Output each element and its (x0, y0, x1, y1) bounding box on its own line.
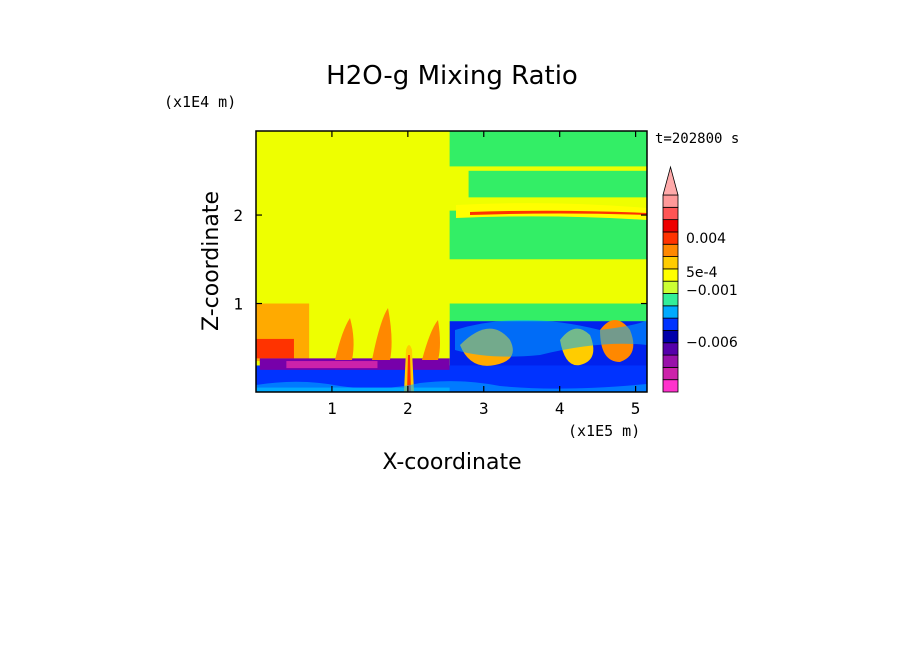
plume-red-2 (372, 308, 392, 360)
x-axis-label: X-coordinate (382, 450, 521, 475)
colorbar-label-3: −0.006 (686, 335, 738, 351)
x-tick-label-4: 4 (555, 399, 565, 418)
colorbar-bin-11 (662, 243, 679, 257)
colorbar-label-2: −0.001 (686, 283, 738, 299)
time-label: t=202800 s (655, 131, 739, 147)
x-unit-label: (x1E5 m) (568, 422, 640, 440)
x-tick-label-5: 5 (631, 399, 641, 418)
y-axis-ticks: 12 (233, 206, 647, 314)
contour-region-0 (256, 131, 450, 304)
colorbar-bin-5 (662, 317, 679, 331)
colorbar-bin-1 (662, 366, 679, 381)
x-tick-label-3: 3 (479, 399, 489, 418)
chart-title: H2O-g Mixing Ratio (326, 61, 578, 91)
colorbar-bin-14 (662, 206, 679, 221)
y-axis-label: Z-coordinate (199, 191, 224, 331)
y-tick-label-2: 2 (233, 206, 243, 225)
y-unit-label: (x1E4 m) (164, 93, 236, 111)
colorbar-bin-2 (662, 354, 679, 368)
colorbar-bin-9 (662, 268, 679, 282)
x-axis-ticks: 1 2 3 4 5 (327, 131, 640, 418)
colorbar-bin-10 (662, 256, 679, 270)
wave-cyan (455, 320, 647, 357)
colorbar-label-0: 0.004 (686, 231, 726, 247)
plume-red-1 (335, 318, 354, 360)
colorbar-bin-3 (662, 342, 679, 356)
colorbar-bin-13 (662, 219, 679, 233)
plot-area (256, 131, 647, 392)
colorbar-bin-15 (662, 194, 679, 208)
plot-frame (255, 130, 648, 393)
colorbar: 0.004 5e-4 −0.001 −0.006 (662, 165, 738, 393)
contour-region-2 (449, 131, 647, 167)
bottom-ripples (256, 381, 647, 392)
colorbar-bin-0 (662, 379, 679, 393)
contour-region-9 (256, 338, 294, 359)
contour-region-4 (449, 210, 647, 260)
y-tick-label-1: 1 (233, 295, 243, 314)
colorbar-label-1: 5e-4 (686, 265, 718, 281)
x-tick-label-1: 1 (327, 399, 337, 418)
colorbar-bin-8 (662, 280, 679, 294)
colorbar-bin-7 (662, 293, 679, 307)
plume-red-3 (422, 320, 440, 360)
contour-regions (256, 131, 647, 392)
colorbar-bin-4 (662, 330, 679, 344)
red-line-top (470, 210, 647, 215)
colorbar-bin-6 (662, 305, 679, 319)
colorbar-extend-arrow (662, 165, 679, 196)
plume-center-core (407, 355, 411, 392)
colorbar-bin-12 (662, 231, 679, 245)
x-tick-label-2: 2 (403, 399, 413, 418)
contour-region-12 (286, 361, 378, 369)
contour-detail (256, 203, 647, 392)
contour-region-3 (468, 170, 647, 198)
